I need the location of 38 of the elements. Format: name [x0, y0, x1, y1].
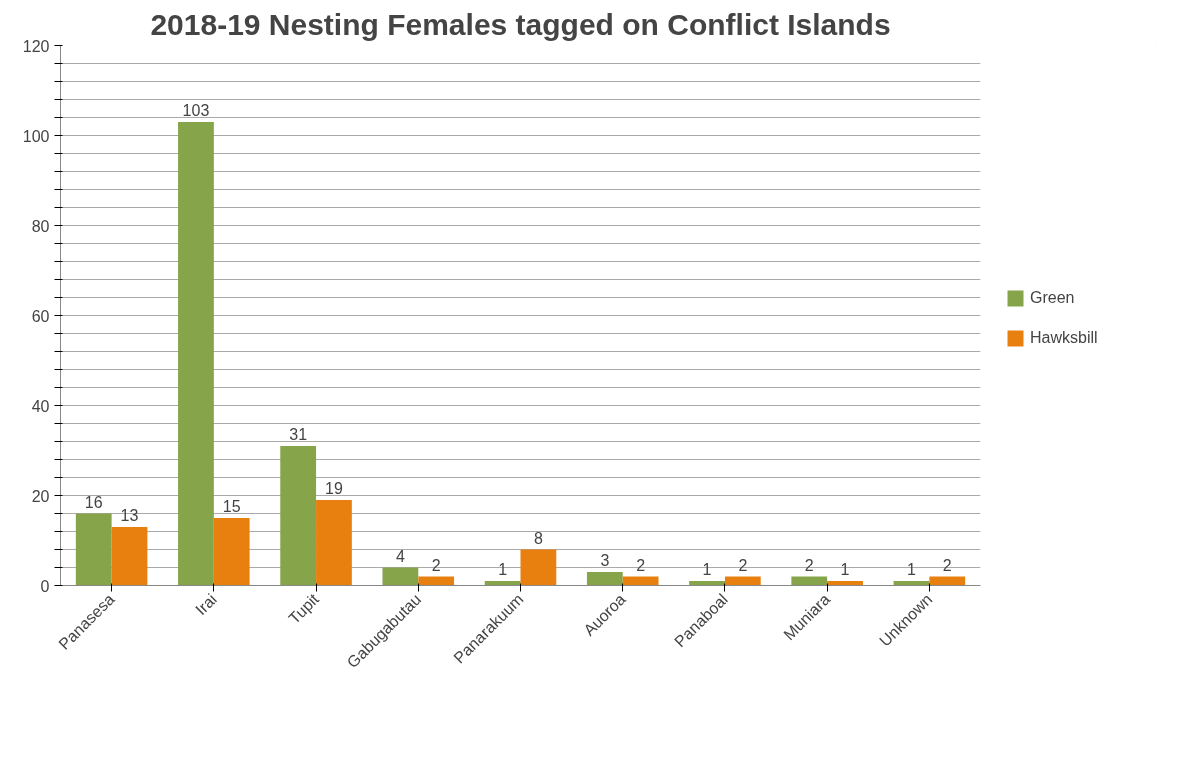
y-tick-label: 20	[31, 487, 50, 505]
data-label: 1	[702, 561, 712, 578]
data-label: 4	[395, 547, 405, 565]
y-tick-label: 0	[40, 577, 50, 595]
bar	[280, 446, 317, 586]
bar	[111, 527, 148, 586]
data-label: 2	[738, 556, 748, 574]
data-label: 31	[289, 426, 308, 443]
x-tick-label: Irai	[192, 590, 220, 619]
data-label: 16	[84, 493, 103, 511]
y-tick-label: 120	[22, 37, 50, 55]
data-label: 1	[840, 561, 850, 578]
data-label: 2	[804, 556, 814, 574]
y-tick-label: 40	[31, 397, 50, 415]
data-label: 1	[907, 561, 917, 578]
chart-title: 2018-19 Nesting Females tagged on Conflict Islands	[150, 7, 891, 41]
data-label: 8	[533, 529, 543, 547]
y-tick-label: 80	[31, 217, 50, 235]
bar	[178, 122, 214, 586]
y-tick-label: 60	[31, 307, 50, 325]
data-label: 2	[942, 556, 952, 574]
data-label: 19	[325, 480, 343, 497]
y-tick-label: 100	[22, 127, 50, 145]
legend-label: Hawksbill	[1030, 328, 1098, 347]
data-label: 15	[222, 498, 241, 515]
bar	[213, 518, 250, 586]
bar	[520, 549, 557, 586]
data-label: 103	[182, 102, 210, 119]
legend-label: Green	[1030, 288, 1075, 307]
data-label: 1	[498, 561, 508, 578]
bar	[75, 513, 112, 586]
data-label: 3	[600, 552, 610, 569]
bar	[586, 572, 623, 586]
data-label: 2	[636, 556, 646, 574]
data-label: 13	[120, 507, 139, 524]
data-label: 2	[431, 556, 441, 574]
bar	[382, 567, 419, 586]
bar	[316, 500, 352, 586]
